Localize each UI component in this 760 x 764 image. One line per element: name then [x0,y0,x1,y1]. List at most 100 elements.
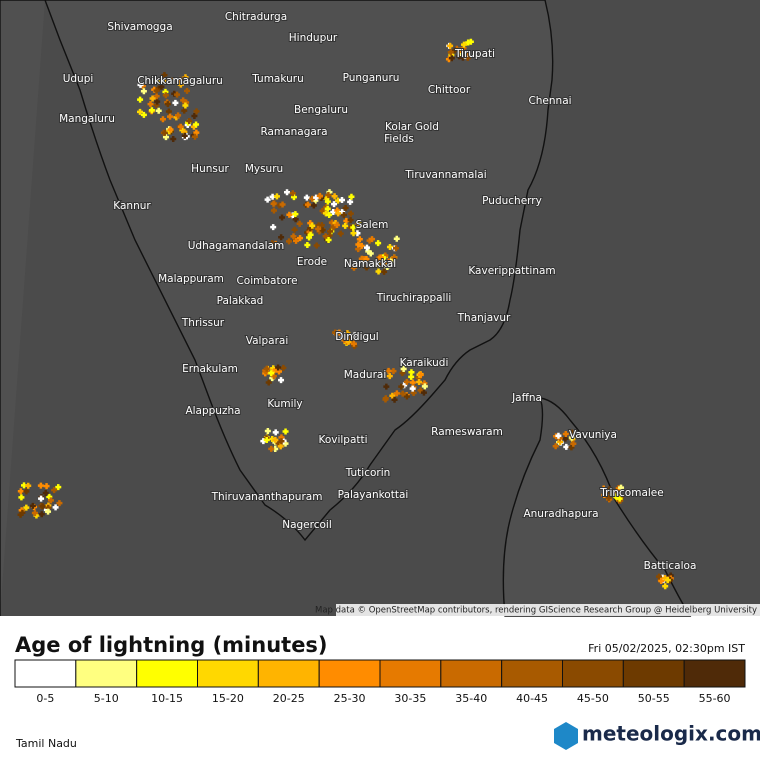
lightning-mark [355,219,362,226]
lightning-mark [293,237,300,244]
lightning-mark [137,81,144,88]
lightning-mark [342,222,349,229]
lightning-mark [377,254,384,261]
lightning-mark [153,93,160,100]
lightning-mark [52,504,59,511]
lightning-mark [347,210,354,217]
attribution: Map data © OpenStreetMap contributors, r… [315,606,757,616]
lightning-mark [316,192,323,199]
lightning-mark [348,193,355,200]
lightning-mark [417,387,424,394]
lightning-mark [307,231,314,238]
legend-label: 50-55 [638,692,670,705]
lightning-mark [268,370,275,377]
lightning-mark [460,41,467,48]
lightning-mark [342,204,349,211]
city-label: Mysuru [245,163,283,175]
lightning-mark [381,268,388,275]
lightning-mark [284,189,291,196]
lightning-mark [186,118,193,125]
lightning-mark [333,222,340,229]
lightning-mark [166,77,173,84]
city-label: Vavuniya [569,429,617,441]
lightning-mark [392,245,399,252]
lightning-mark [363,264,370,271]
lightning-mark [568,434,575,441]
legend-label: 20-25 [273,692,305,705]
city-label: Namakkal [344,258,396,270]
lightning-mark [23,504,30,511]
lightning-mark [37,482,44,489]
lightning-mark [304,241,311,248]
lightning-mark [358,242,365,249]
lightning-mark [420,389,427,396]
lightning-mark [19,509,26,516]
lightning-mark [153,78,160,85]
lightning-mark [451,47,458,54]
city-label: Udupi [63,73,94,85]
lightning-mark [279,214,286,221]
lightning-mark [137,108,144,115]
lightning-mark [448,55,455,62]
lightning-mark [264,428,271,435]
lightning-mark [285,238,292,245]
lightning-mark [280,364,287,371]
lightning-mark [398,383,405,390]
city-label: Chikkamagaluru [137,75,223,87]
lightning-mark [338,197,345,204]
lightning-mark [273,193,280,200]
city-label: Tumakuru [251,73,304,85]
lightning-mark [272,436,279,443]
lightning-mark [164,101,171,108]
lightning-mark [373,261,380,268]
lightning-mark [304,201,311,208]
lightning-mark [447,49,454,56]
lightning-mark [18,494,25,501]
lightning-mark [331,201,338,208]
lightning-mark [177,123,184,130]
legend-swatch [440,659,503,688]
lightning-mark [292,216,299,223]
lightning-mark [335,210,342,217]
lightning-mark [403,393,410,400]
lightning-mark [291,226,298,233]
city-label: Malappuram [158,273,224,285]
lightning-mark [459,51,466,58]
lightning-mark [31,510,38,517]
city-label: Jaffna [511,392,542,404]
lightning-mark [570,440,577,447]
lightning-mark [167,113,174,120]
lightning-mark [326,211,333,218]
city-label: Madurai [344,369,386,381]
lightning-mark [350,224,357,231]
city-label: Coimbatore [236,275,297,287]
lightning-mark [296,220,303,227]
lightning-mark [664,577,671,584]
city-label: Nagercoil [282,519,332,531]
city-label: Palakkad [217,295,264,307]
region: Tamil Nadu [15,737,77,750]
lightning-mark [167,126,174,133]
city-label: Trincomalee [599,487,663,499]
city-label: Bengaluru [294,104,348,116]
lightning-mark [270,200,277,207]
lightning-mark [182,102,189,109]
lightning-mark [385,258,392,265]
lightning-mark [270,224,277,231]
lightning-layer [17,38,674,590]
city-label: Tuticorin [345,467,391,479]
lightning-mark [38,511,45,518]
lightning-mark [263,365,270,372]
lightning-mark [350,340,357,347]
lightning-mark [51,487,58,494]
legend-label: 40-45 [516,692,548,705]
lightning-mark [25,482,32,489]
city-label: Hindupur [289,32,338,44]
lightning-mark [277,443,284,450]
city-label: Batticaloa [644,560,697,572]
legend-label: 0-5 [36,692,54,705]
lightning-mark [384,263,391,270]
legend-label: 55-60 [699,692,731,705]
city-label: Kumily [267,398,302,410]
lightning-mark [568,444,575,451]
